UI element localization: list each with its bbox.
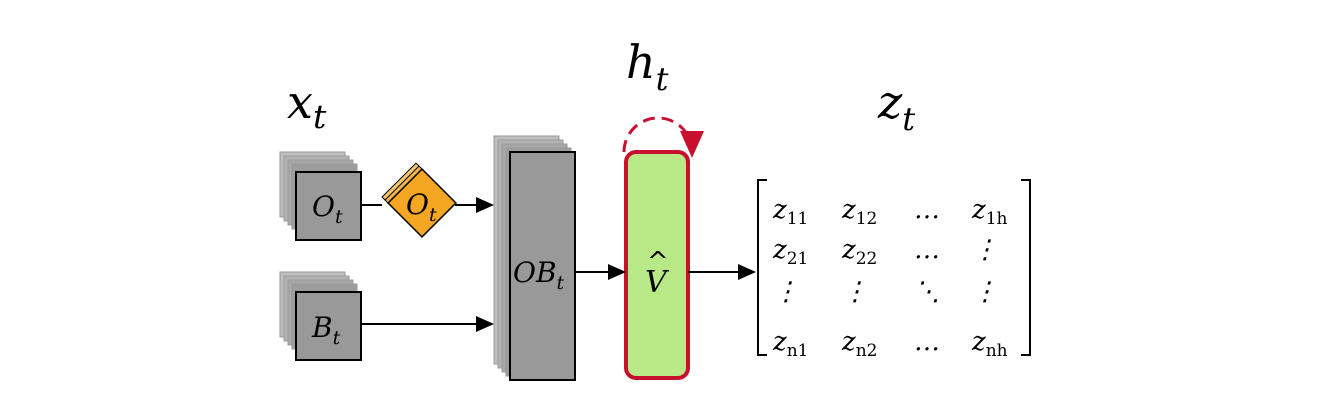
matrix-cell-0-3: z1h xyxy=(971,195,1008,229)
matrix-cell-2-0: ⋮ xyxy=(773,277,799,307)
input-label: xt xyxy=(287,75,327,136)
observation-conv-label: Ot xyxy=(406,188,437,226)
value-network-block: V ^ xyxy=(624,150,690,380)
matrix-left-bracket xyxy=(757,179,767,356)
matrix-cell-3-2: … xyxy=(914,327,940,357)
matrix-cell-0-2: … xyxy=(914,195,940,225)
matrix-cell-1-2: … xyxy=(914,235,940,265)
matrix-cell-3-1: zn2 xyxy=(841,327,877,361)
belief-frame-stack: Bt xyxy=(279,271,362,361)
matrix-cell-2-1: ⋮ xyxy=(842,277,868,307)
matrix-cell-1-0: z21 xyxy=(772,235,808,269)
matrix-right-bracket xyxy=(1021,179,1031,356)
hidden-state-label: ht xyxy=(626,35,669,98)
matrix-cell-1-3: ⋮ xyxy=(972,235,998,265)
value-label: V xyxy=(645,265,670,300)
combined-frame-stack: OBt xyxy=(493,135,576,381)
observation-frame-stack: Ot xyxy=(279,151,362,241)
value-hat-accent: ^ xyxy=(647,247,669,277)
matrix-cell-2-2: ⋱ xyxy=(914,277,940,307)
combined-label: OBt xyxy=(513,256,565,294)
recurrent-loop-arrow xyxy=(622,116,704,158)
observation-label: Ot xyxy=(312,190,343,228)
output-label: zt xyxy=(877,75,915,138)
matrix-cell-0-1: z12 xyxy=(841,195,877,229)
matrix-cell-3-0: zn1 xyxy=(772,327,808,361)
matrix-cell-0-0: z11 xyxy=(772,195,808,229)
matrix-cell-1-1: z22 xyxy=(841,235,877,269)
observation-conv-stack: Ot xyxy=(381,162,458,239)
matrix-cell-2-3: ⋮ xyxy=(972,277,998,307)
belief-label: Bt xyxy=(311,311,341,349)
output-matrix: z11 z12 … z1h z21 z22 … ⋮ ⋮ ⋮ ⋱ ⋮ zn1 zn2 … znh xyxy=(772,195,1008,361)
matrix-cell-3-3: znh xyxy=(971,327,1008,361)
